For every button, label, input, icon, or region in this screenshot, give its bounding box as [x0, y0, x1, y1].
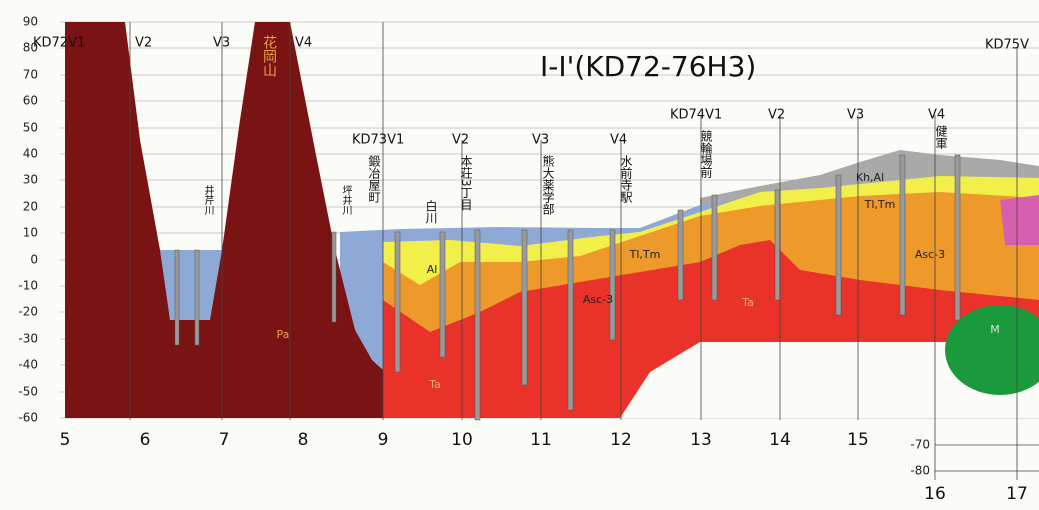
y-tick-label: 0: [30, 253, 38, 267]
y-tick-label: 30: [23, 173, 38, 187]
place-label: 鍛冶屋町: [367, 155, 381, 203]
x-tick-label: 5: [60, 430, 71, 450]
place-label: 競輪場前: [699, 130, 713, 178]
layer-label: Ta: [741, 296, 754, 309]
section-label: KD74V1: [670, 108, 722, 123]
x-tick-label: 6: [140, 430, 151, 450]
place-label: 坪井川: [340, 185, 351, 215]
y-tick-label: -40: [18, 358, 38, 372]
y-tick-label: 20: [23, 200, 38, 214]
section-lines: [129, 22, 1039, 480]
x-tick-label: 8: [298, 430, 309, 450]
place-label: 井芹川: [202, 185, 213, 215]
title: I-I'(KD72-76H3): [540, 50, 756, 83]
section-label: V2: [768, 108, 785, 123]
layer-white: [620, 342, 1039, 418]
place-label: 熊大薬学部: [541, 155, 555, 215]
layer-magenta: [1000, 195, 1039, 245]
layer-al-valley: [150, 250, 222, 322]
layer-label: Asc-3: [915, 248, 945, 261]
place-label: 本荘3丁目: [459, 155, 473, 211]
y-tick-label: 40: [23, 147, 38, 161]
y-tick-label: -10: [18, 279, 38, 293]
layer-label: Asc-3: [583, 293, 613, 306]
layer-label: M: [990, 323, 1000, 336]
place-label: 白川: [424, 200, 438, 224]
x-tick-label: 13: [690, 430, 712, 450]
section-label: V4: [928, 108, 945, 123]
section-label: V3: [213, 36, 230, 51]
layer-label: Kh,Al: [856, 171, 884, 184]
layer-pa: [65, 22, 383, 418]
section-label: V3: [532, 133, 549, 148]
y-tick-label: -80: [910, 464, 930, 478]
boreholes: [174, 154, 961, 421]
layer-label: Pa: [277, 328, 290, 341]
section-label: V2: [452, 133, 469, 148]
y-tick-label: -20: [18, 305, 38, 319]
y-tick-label: 60: [23, 94, 38, 108]
y-tick-label: 80: [23, 41, 38, 55]
x-tick-label: 15: [847, 430, 869, 450]
section-label: V4: [610, 133, 627, 148]
x-tick-label: 11: [530, 430, 552, 450]
y-tick-label: -50: [18, 385, 38, 399]
place-label: 水前寺駅: [619, 155, 633, 203]
layer-label: Al: [427, 263, 438, 276]
x-tick-label: 12: [610, 430, 632, 450]
y-tick-label: 70: [23, 68, 38, 82]
place-label: 健軍: [934, 125, 948, 149]
y-tick-label: 90: [23, 15, 38, 29]
section-label: V2: [135, 36, 152, 51]
y-tick-label: -60: [18, 411, 38, 425]
mountain-label: 花岡山: [261, 35, 277, 77]
y-tick-label: 10: [23, 226, 38, 240]
x-tick-label: 14: [769, 430, 791, 450]
section-label: KD75V: [985, 38, 1029, 53]
section-label: V4: [295, 36, 312, 51]
y-tick-label: -70: [910, 438, 930, 452]
section-label: KD73V1: [352, 133, 404, 148]
layer-label: Tl,Tm: [864, 198, 896, 211]
x-tick-label: 7: [219, 430, 230, 450]
layer-label: Ta: [428, 378, 441, 391]
y-tick-label: 50: [23, 121, 38, 135]
x-tick-label: 16: [924, 484, 946, 504]
layer-label: Tl,Tm: [629, 248, 661, 261]
layer-m: [945, 305, 1039, 395]
section-label: KD72V1: [33, 36, 85, 51]
x-tick-label: 17: [1006, 484, 1028, 504]
x-tick-label: 10: [451, 430, 473, 450]
x-tick-label: 9: [378, 430, 389, 450]
y-tick-label: -30: [18, 332, 38, 346]
section-label: V3: [847, 108, 864, 123]
